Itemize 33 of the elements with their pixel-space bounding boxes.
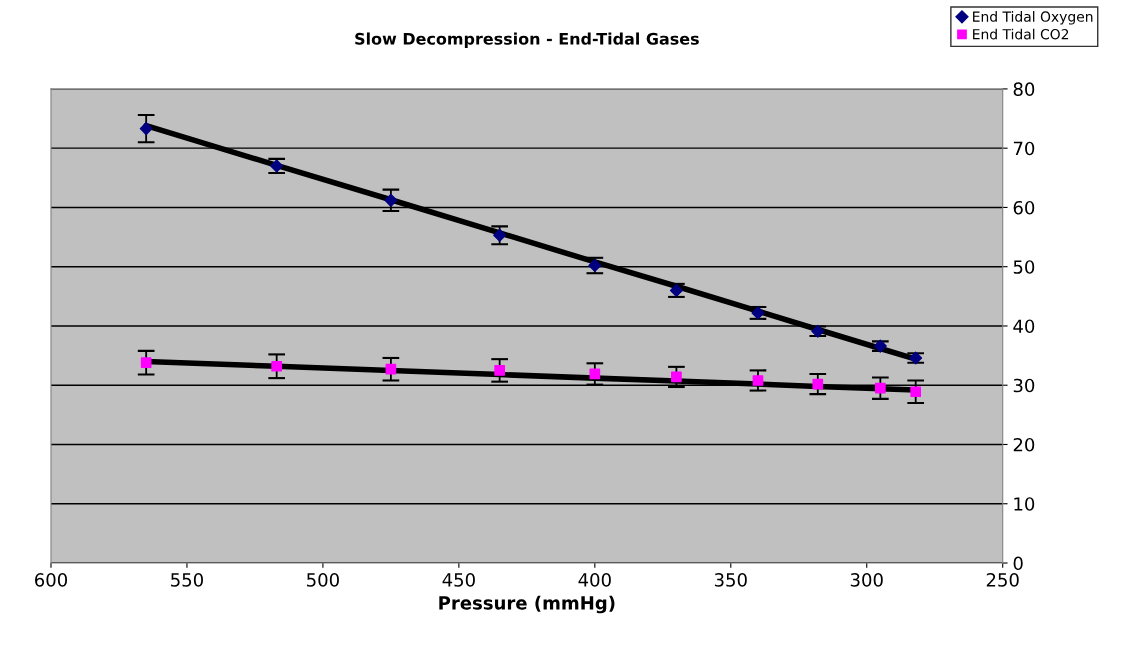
y-tick-label: 20 (1013, 437, 1035, 452)
x-tick-label: 350 (714, 573, 747, 587)
y-tick-label: 60 (1013, 200, 1035, 215)
point (271, 360, 283, 372)
point (140, 357, 152, 369)
point (589, 368, 601, 380)
y-tick-label: 30 (1013, 378, 1035, 393)
chart-title: Slow Decompression - End-Tidal Gases (355, 32, 699, 48)
point (494, 365, 506, 376)
point (385, 363, 397, 375)
y-tick-label: 50 (1013, 260, 1035, 274)
x-tick-label: 400 (578, 573, 611, 587)
point (752, 375, 764, 386)
point (812, 378, 824, 390)
y-tick-label: 40 (1013, 319, 1035, 334)
x-tick-label: 600 (35, 573, 68, 587)
y-tick-label: 0 (1013, 556, 1023, 571)
y-tick-label: 10 (1014, 497, 1035, 511)
legend-label: End Tidal Oxygen (973, 11, 1093, 25)
x-tick-label: 500 (307, 573, 339, 587)
point (384, 193, 398, 207)
point (910, 386, 922, 398)
y-tick-label: 80 (1013, 82, 1035, 97)
x-tick-label: 300 (850, 573, 883, 587)
x-tick-label: 550 (171, 573, 203, 587)
x-tick-label: 450 (442, 573, 475, 587)
y-tick-label: 70 (1013, 141, 1035, 156)
x-axis-title: Pressure (mmHg) (439, 595, 615, 614)
point (671, 371, 682, 383)
point (874, 382, 886, 394)
legend-label: End Tidal CO2 (973, 28, 1069, 40)
point (139, 122, 153, 136)
x-tick-label: 250 (986, 573, 1019, 587)
